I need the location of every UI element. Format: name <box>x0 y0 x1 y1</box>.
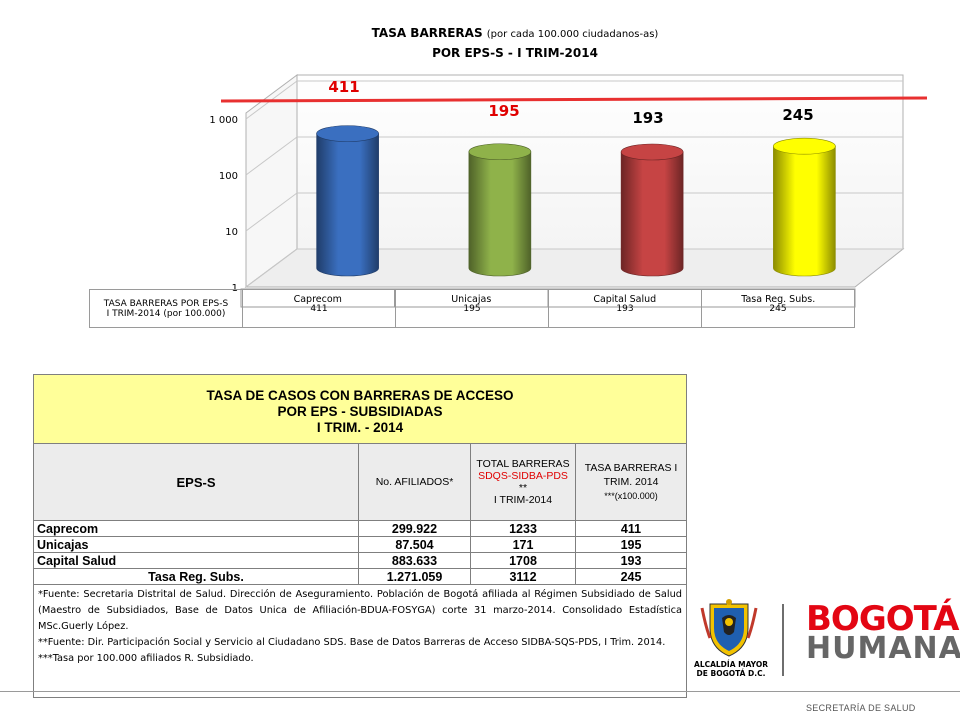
chart-title: TASA BARRERAS (por cada 100.000 ciudadan… <box>0 26 960 40</box>
col-header-eps: EPS-S <box>33 443 359 521</box>
cell-tasa: 195 <box>575 536 687 553</box>
cell-tasa: 245 <box>575 568 687 585</box>
seal-caption-line1: ALCALDÍA MAYOR <box>694 660 768 669</box>
bar-body <box>316 133 379 277</box>
footnote-1: *Fuente: Secretaria Distrital de Salud. … <box>38 589 682 632</box>
cell-tasa: 411 <box>575 520 687 537</box>
table-row: Tasa Reg. Subs. 1.271.059 3112 245 <box>33 568 687 585</box>
cell-afiliados: 299.922 <box>358 520 471 537</box>
seal-caption-line2: DE BOGOTÁ D.C. <box>696 669 766 678</box>
logo-divider <box>782 604 784 676</box>
cell-afiliados: 87.504 <box>358 536 471 553</box>
col-header-barreras-1: TOTAL BARRERAS <box>476 458 570 470</box>
data-label: 245 <box>782 106 813 124</box>
cell-eps: Caprecom <box>33 520 359 537</box>
table-row: Caprecom 299.922 1233 411 <box>33 520 687 537</box>
bar <box>773 137 836 277</box>
bar-top <box>316 125 379 142</box>
bar <box>620 143 684 277</box>
col-header-barreras-3: ** <box>518 482 528 494</box>
footer-divider <box>0 691 960 692</box>
reference-line <box>220 96 928 103</box>
col-header-tasa-1: TASA BARRERAS I TRIM. 2014 <box>584 462 678 488</box>
department-label: SECRETARÍA DE SALUD <box>806 703 916 713</box>
seal-caption: ALCALDÍA MAYOR DE BOGOTÁ D.C. <box>694 660 768 678</box>
bar-body <box>468 151 532 277</box>
table-row: Unicajas 87.504 171 195 <box>33 536 687 553</box>
bar <box>316 125 379 277</box>
col-header-barreras: TOTAL BARRERAS SDQS-SIDBA-PDS ** I TRIM-… <box>470 443 576 521</box>
data-label: 411 <box>328 78 359 96</box>
table-row: Capital Salud 883.633 1708 193 <box>33 552 687 569</box>
gridlines <box>245 80 903 288</box>
gridline-side <box>245 248 298 288</box>
col-header-afiliados: No. AFILIADOS* <box>358 443 471 521</box>
bar <box>468 143 532 277</box>
data-table-value: 245 <box>701 289 855 328</box>
cell-barreras: 171 <box>470 536 576 553</box>
bars <box>316 125 836 277</box>
table-footnotes: *Fuente: Secretaria Distrital de Salud. … <box>33 584 687 698</box>
cell-barreras: 3112 <box>470 568 576 585</box>
data-table-value: 193 <box>548 289 702 328</box>
data-table-value: 195 <box>395 289 549 328</box>
cell-eps: Capital Salud <box>33 552 359 569</box>
cell-afiliados: 1.271.059 <box>358 568 471 585</box>
chart-subtitle: POR EPS-S - I TRIM-2014 <box>432 46 598 60</box>
table-title-line2: POR EPS - SUBSIDIADAS <box>277 404 443 419</box>
cell-eps: Unicajas <box>33 536 359 553</box>
chart-title-main: TASA BARRERAS <box>371 26 483 40</box>
gridline-side <box>245 136 298 176</box>
bogota-seal-icon <box>700 598 758 663</box>
bar-top <box>620 143 684 161</box>
cell-barreras: 1233 <box>470 520 576 537</box>
footnote-2: **Fuente: Dir. Participación Social y Se… <box>38 637 666 648</box>
gridline-side <box>245 192 298 232</box>
bar-top <box>773 137 836 155</box>
y-tick-label: 1 <box>232 283 238 294</box>
col-header-tasa-2: ***(x100.000) <box>604 491 658 501</box>
footnote-3: ***Tasa por 100.000 afiliados R. Subsidi… <box>38 653 254 664</box>
chart-title-note: (por cada 100.000 ciudadanos-as) <box>486 29 659 40</box>
table-title-line3: I TRIM. - 2014 <box>316 420 404 435</box>
y-axis-ticks: 1 10 100 1 000 <box>209 115 238 294</box>
y-tick-label: 1 000 <box>209 115 238 126</box>
data-label: 195 <box>488 102 519 120</box>
bogota-humana-logo: BOGOTÁ HUMANA <box>806 599 960 666</box>
bar-body <box>620 151 684 277</box>
y-tick-label: 100 <box>219 171 238 182</box>
brand-line2: HUMANA <box>806 631 960 666</box>
cell-tasa: 193 <box>575 552 687 569</box>
brand-line1: BOGOTÁ <box>806 599 959 639</box>
col-header-barreras-4: I TRIM-2014 <box>493 494 553 506</box>
cell-eps: Tasa Reg. Subs. <box>33 568 359 585</box>
barriers-table: TASA DE CASOS CON BARRERAS DE ACCESO POR… <box>33 374 687 698</box>
chart-data-table: TASA BARRERAS POR EPS-S I TRIM-2014 (por… <box>89 289 855 328</box>
table-title: TASA DE CASOS CON BARRERAS DE ACCESO POR… <box>33 374 687 444</box>
cell-barreras: 1708 <box>470 552 576 569</box>
data-table-row-label: TASA BARRERAS POR EPS-S I TRIM-2014 (por… <box>89 289 243 328</box>
data-labels: 411 195 193 245 <box>328 78 813 127</box>
data-table-row-label-line2: I TRIM-2014 (por 100.000) <box>106 308 226 319</box>
data-label: 193 <box>632 109 663 127</box>
table-title-line1: TASA DE CASOS CON BARRERAS DE ACCESO <box>206 388 514 403</box>
cell-afiliados: 883.633 <box>358 552 471 569</box>
y-tick-label: 10 <box>225 227 238 238</box>
data-table-row-label-line1: TASA BARRERAS POR EPS-S <box>103 298 229 309</box>
bar-body <box>773 145 836 277</box>
bar-top <box>468 143 532 161</box>
col-header-tasa: TASA BARRERAS I TRIM. 2014 ***(x100.000) <box>575 443 687 521</box>
col-header-barreras-2: SDQS-SIDBA-PDS <box>478 470 568 482</box>
data-table-value: 411 <box>242 289 396 328</box>
